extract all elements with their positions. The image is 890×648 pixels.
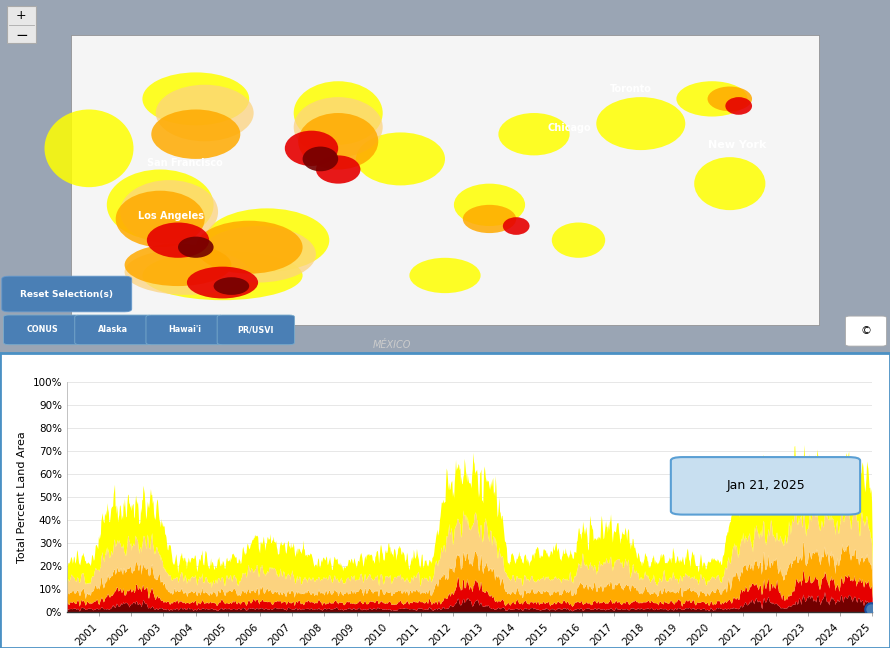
- FancyBboxPatch shape: [75, 315, 152, 345]
- Ellipse shape: [294, 81, 383, 145]
- Ellipse shape: [107, 170, 214, 240]
- Ellipse shape: [694, 157, 765, 210]
- Ellipse shape: [142, 73, 249, 125]
- Text: New York: New York: [708, 141, 766, 150]
- Ellipse shape: [147, 222, 209, 258]
- Ellipse shape: [725, 97, 752, 115]
- FancyBboxPatch shape: [217, 315, 295, 345]
- FancyBboxPatch shape: [7, 6, 36, 43]
- Ellipse shape: [356, 132, 445, 185]
- Ellipse shape: [285, 131, 338, 166]
- FancyBboxPatch shape: [846, 316, 886, 346]
- Text: PR/USVI: PR/USVI: [238, 325, 274, 334]
- FancyBboxPatch shape: [4, 315, 81, 345]
- Text: Jan 21, 2025: Jan 21, 2025: [726, 480, 805, 492]
- FancyBboxPatch shape: [671, 457, 860, 515]
- Ellipse shape: [454, 183, 525, 226]
- Ellipse shape: [156, 85, 254, 141]
- Ellipse shape: [298, 113, 378, 170]
- Ellipse shape: [142, 251, 303, 300]
- Ellipse shape: [125, 244, 231, 286]
- Ellipse shape: [708, 87, 752, 111]
- Ellipse shape: [200, 226, 316, 283]
- Text: CONUS: CONUS: [27, 325, 58, 334]
- Bar: [71, 36, 819, 325]
- FancyBboxPatch shape: [2, 276, 132, 312]
- Ellipse shape: [116, 191, 205, 248]
- Ellipse shape: [316, 156, 360, 183]
- Ellipse shape: [214, 277, 249, 295]
- Text: MÉXICO: MÉXICO: [372, 340, 411, 350]
- Ellipse shape: [120, 180, 218, 244]
- Ellipse shape: [676, 81, 748, 117]
- Ellipse shape: [498, 113, 570, 156]
- FancyBboxPatch shape: [146, 315, 223, 345]
- Text: Alaska: Alaska: [99, 325, 128, 334]
- Text: Los Angeles: Los Angeles: [138, 211, 204, 221]
- Ellipse shape: [294, 97, 383, 157]
- Text: Hawai'i: Hawai'i: [168, 325, 201, 334]
- Ellipse shape: [125, 249, 249, 295]
- Ellipse shape: [303, 146, 338, 171]
- Ellipse shape: [552, 222, 605, 258]
- Ellipse shape: [463, 205, 516, 233]
- Text: +: +: [16, 9, 27, 23]
- Text: Reset Selection(s): Reset Selection(s): [20, 290, 113, 299]
- Text: −: −: [15, 28, 28, 43]
- Ellipse shape: [503, 217, 530, 235]
- Ellipse shape: [151, 110, 240, 159]
- Ellipse shape: [409, 258, 481, 293]
- Ellipse shape: [596, 97, 685, 150]
- Text: San Francisco: San Francisco: [147, 158, 222, 168]
- Text: ©: ©: [861, 326, 871, 336]
- Text: Chicago: Chicago: [547, 122, 591, 133]
- Ellipse shape: [205, 209, 329, 272]
- Ellipse shape: [196, 221, 303, 273]
- Ellipse shape: [44, 110, 134, 187]
- Text: Toronto: Toronto: [610, 84, 651, 94]
- Y-axis label: Total Percent Land Area: Total Percent Land Area: [17, 432, 27, 563]
- Ellipse shape: [178, 237, 214, 258]
- Ellipse shape: [187, 266, 258, 299]
